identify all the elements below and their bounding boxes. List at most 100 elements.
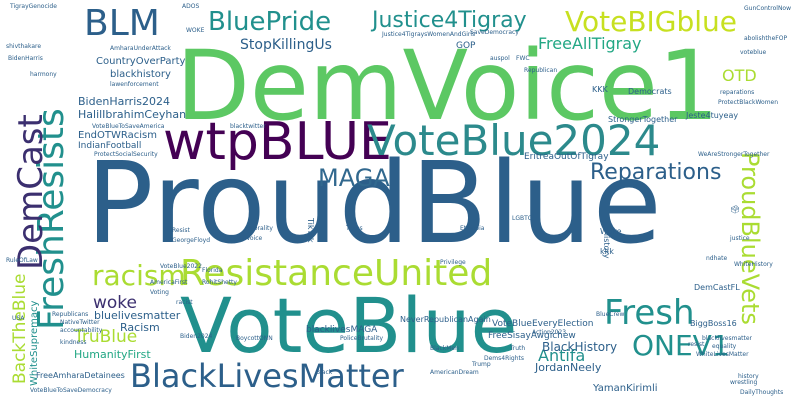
word-justice4tigray: Justice4Tigray: [372, 8, 527, 33]
word-history-lc: history: [738, 373, 759, 380]
word-ndhate: ndhate: [706, 255, 728, 262]
word-equality: equality: [712, 343, 737, 350]
word-voteblueeveryelection: VoteBlueEveryElection: [492, 319, 594, 329]
word-endotwracism: EndOTWRacism: [78, 130, 157, 141]
word-savedemocracy: SaveDemocracy: [470, 29, 519, 36]
word-whitehistory: WhiteHistory: [734, 261, 773, 268]
word-ethiopia: Ethiopia: [460, 225, 485, 232]
word-protectblackwomen: ProtectBlackWomen: [718, 99, 779, 106]
word-biden2024: Biden2024: [180, 333, 213, 340]
word-countryoverparty: CountryOverParty: [96, 56, 186, 67]
word-jeste4tuyeay: Jeste4tuyeay: [686, 111, 739, 120]
word-freesisayawgichew: FreeSisayAwgichew: [488, 331, 576, 341]
word-halilibrahimceyhan: HalilIbrahimCeyhan: [78, 108, 187, 121]
word-blacktwitter: blacktwitter: [230, 123, 266, 130]
word-protectsocialsecurity: ProtectSocialSecurity: [94, 151, 158, 158]
word-whitelivesmatter: WhiteLivesMatter: [696, 351, 749, 358]
word-tiktok: TikTok: [306, 218, 315, 243]
word-woke-cap: Woke: [600, 227, 622, 236]
word-proudblue: ProudBlue: [86, 139, 663, 269]
word-freealltigray: FreeAllTigray: [538, 34, 642, 53]
word-demcastfl: DemCastFL: [694, 283, 740, 292]
word-republican: Republican: [524, 67, 558, 74]
word-americafirst: AmericaFirst: [150, 279, 188, 286]
word-yamankirimli: YamanKirimli: [593, 383, 658, 394]
word-wearestronger: WeAreStrongerTogether: [698, 151, 770, 158]
word-woke-caps: WOKE: [186, 27, 205, 34]
word-wtpblue: wtpBLUE: [163, 112, 392, 172]
word-strongertogether: StrongerTogether: [608, 115, 678, 124]
word-racist: racist: [176, 299, 193, 306]
word-maga: MAGA: [318, 164, 390, 192]
word-votebluetosaveamerica: VoteBlueToSaveAmerica: [92, 123, 165, 130]
word-stopkillingus: StopKillingUs: [240, 37, 332, 53]
word-bidenharris2024: BidenHarris2024: [78, 95, 170, 108]
word-texas: Texas: [346, 225, 363, 232]
word-reparations-lc: reparations: [720, 89, 755, 96]
word-demsafrights: Dems4Rights: [484, 355, 525, 362]
word-voteblue2024: VoteBlue2024: [367, 116, 661, 165]
word-freeamharadetainees: FreeAmharaDetainees: [36, 371, 125, 380]
word-rulefulaw: RuleOfLaw: [6, 257, 38, 264]
word-democrats: Democrats: [628, 87, 672, 96]
word-boycottonn: BoycottONN: [236, 335, 273, 342]
word-privilege: Privilege: [440, 259, 466, 266]
word-blm: BLM: [84, 3, 160, 44]
word-republicans: Republicans: [52, 311, 89, 318]
word-trublue: TruBlue: [74, 327, 138, 347]
word-demcast: DemCast: [11, 114, 51, 270]
word-lawenforcement: lawenforcement: [110, 81, 159, 88]
word-kindness: kindness: [60, 339, 87, 346]
word-resistanceunited: ResistanceUnited: [180, 253, 493, 294]
word-nativetwitter: NativeTwitter: [60, 319, 100, 326]
word-justice: justice: [730, 235, 750, 242]
word-americandream: AmericanDream: [430, 369, 479, 376]
word-amharaunderattack: AmharaUnderAttack: [110, 45, 171, 52]
word-dailythoughts: DailyThoughts: [740, 389, 784, 396]
word-blackhistory-lc: blackhistory: [110, 69, 171, 80]
word-indianfootball: IndianFootball: [78, 141, 142, 151]
word-accountability: accountability: [60, 327, 103, 334]
word-eritreaoutoftigray: EritreaOutOfTigray: [524, 152, 609, 162]
word-georgefloyd: GeorgeFloyd: [172, 237, 211, 244]
word-abolishthefop: abolishtheFOP: [744, 35, 788, 42]
word-rohitshetty: RohitShetty: [202, 279, 237, 286]
word-blacklivesmaga: blacklivesMAGA: [306, 325, 378, 335]
word-blacklivesmatter: BlackLivesMatter: [130, 357, 404, 395]
word-tigraygenocide: TigrayGenocide: [10, 3, 57, 10]
word-kkk: KKK: [592, 85, 608, 94]
word-harmony: harmony: [30, 71, 57, 78]
word-reparations: Reparations: [590, 160, 722, 185]
word-voteblue-lc: voteblue: [740, 49, 767, 56]
word-bidenharris: BidenHarris: [8, 55, 43, 62]
word-policebrutality: PoliceBrutality: [340, 335, 384, 342]
word-onev1: ONEV1: [632, 329, 730, 362]
word-jordanneely: JordanNeely: [535, 361, 602, 374]
word-truth: Truth: [510, 345, 526, 352]
word-gunsontrol: GunControlNow: [744, 5, 792, 12]
word-usa: USA: [12, 315, 25, 322]
word-voteblue: VoteBlue: [180, 281, 518, 370]
word-voteblue2022: VoteBlue2022: [160, 263, 202, 270]
word-kkk-lc: kkk: [600, 247, 614, 256]
word-resist: Resist: [172, 227, 190, 234]
word-ados: ADOS: [182, 3, 200, 10]
word-bluelivesmatter: bluelivesmatter: [94, 309, 181, 322]
word-trump: Trump: [472, 361, 491, 368]
word-action2023: Action2023: [532, 329, 567, 336]
word-racism-cap: Racism: [120, 321, 160, 334]
word-bluepride: BluePride: [208, 7, 332, 37]
word-voting: Voting: [150, 289, 169, 296]
word-racism: racism: [92, 259, 186, 292]
word-demvoice1: DemVoice1: [176, 30, 720, 142]
word-blackmen: BlackMen: [430, 345, 459, 352]
word-fwc: FWC: [516, 55, 530, 62]
word-antifa: Antifa: [538, 346, 586, 365]
word-humanityfirst: HumanityFirst: [74, 348, 151, 361]
word-bluecrew: BlueCrew: [596, 311, 625, 318]
word-ourbluevoice: OurBlueVoice: [222, 235, 263, 242]
word-bigboss16: BiggBoss16: [690, 319, 737, 328]
word-blackhistory: BlackHistory: [542, 340, 618, 354]
word-morality: morality: [248, 225, 273, 232]
